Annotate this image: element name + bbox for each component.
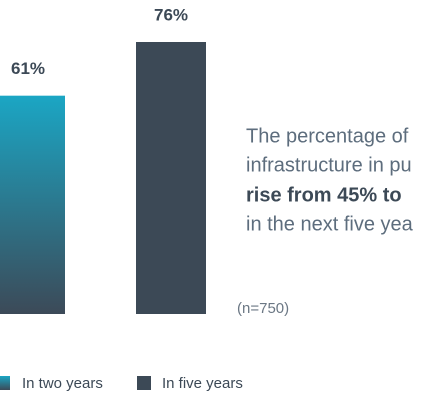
legend-label: In two years — [22, 375, 103, 392]
value-label: 61% — [11, 59, 45, 78]
annotation-line: The percentage of — [246, 125, 409, 147]
legend-swatch — [137, 376, 151, 390]
bar — [0, 95, 65, 315]
sample-note: (n=750) — [237, 300, 289, 317]
legend-swatch — [0, 376, 10, 390]
annotation-line: infrastructure in pu — [246, 154, 412, 176]
legend-label: In five years — [162, 375, 243, 392]
annotation-line: rise from 45% to — [246, 184, 402, 206]
annotation-line: in the next five yea — [246, 213, 414, 235]
bar — [136, 42, 206, 314]
value-label: 76% — [154, 5, 188, 24]
